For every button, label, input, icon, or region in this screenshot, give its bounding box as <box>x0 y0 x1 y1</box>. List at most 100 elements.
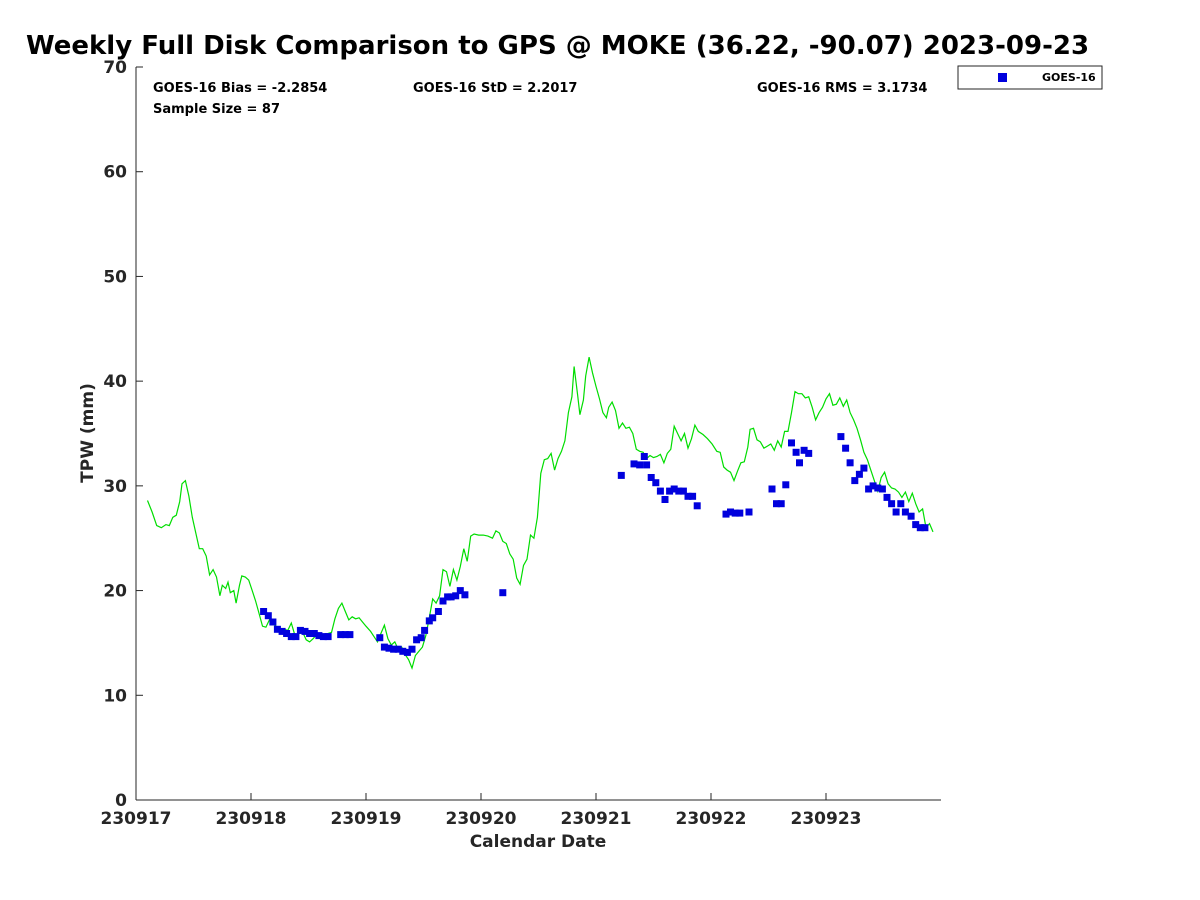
goes16-point <box>670 485 678 493</box>
y-tick-label: 10 <box>103 686 127 706</box>
goes16-point <box>429 614 437 622</box>
goes16-point <box>461 591 469 599</box>
y-tick-label: 50 <box>103 267 127 287</box>
goes16-point <box>805 449 813 457</box>
goes16-point <box>617 471 625 479</box>
legend: GOES-16 <box>957 65 1103 90</box>
goes16-point <box>636 461 644 469</box>
goes16-point <box>315 632 323 640</box>
goes16-point <box>269 618 277 626</box>
x-ticks: 230917 230918 230919 230920 230921 230922 2309… <box>101 793 862 829</box>
y-tick-label: 20 <box>103 582 127 602</box>
y-tick-label: 60 <box>103 163 127 183</box>
goes16-point <box>782 481 790 489</box>
goes16-point <box>693 502 701 510</box>
goes16-point <box>777 500 785 508</box>
goes16-point <box>916 524 924 532</box>
goes16-point <box>296 626 304 634</box>
goes16-point <box>287 633 295 641</box>
goes16-point <box>319 633 327 641</box>
goes16-point <box>773 500 780 508</box>
x-tick-label: 230918 <box>216 809 287 829</box>
goes16-point <box>310 630 318 637</box>
goes16-point <box>283 630 291 637</box>
goes16-point <box>722 510 730 518</box>
goes16-point <box>921 524 929 532</box>
goes16-point <box>630 460 638 468</box>
goes16-point <box>666 487 674 495</box>
goes16-point <box>851 477 859 485</box>
y-tick-label: 40 <box>103 372 127 392</box>
goes16-point <box>788 439 795 447</box>
goes16-point <box>874 484 882 492</box>
goes16-point <box>684 492 692 500</box>
y-ticks: 0 10 20 30 40 50 60 70 <box>103 58 143 811</box>
y-tick-label: 0 <box>115 791 127 811</box>
std-stat: GOES-16 StD = 2.2017 <box>413 81 577 96</box>
goes16-point <box>264 612 272 620</box>
goes16-point <box>860 464 868 472</box>
goes16-point <box>897 500 905 508</box>
goes16-point <box>273 625 281 633</box>
rms-stat: GOES-16 RMS = 3.1734 <box>757 81 927 96</box>
goes16-point <box>346 631 354 639</box>
goes16-point <box>394 645 402 653</box>
goes16-point <box>452 592 460 600</box>
goes16-point <box>380 643 388 651</box>
goes16-point <box>390 645 398 653</box>
goes16-point <box>376 634 384 642</box>
goes16-point <box>846 459 854 467</box>
goes16-point <box>434 608 442 615</box>
goes16-point <box>878 485 886 493</box>
x-tick-label: 230923 <box>791 809 862 829</box>
sample-size-stat: Sample Size = 87 <box>153 102 280 117</box>
goes16-point <box>892 508 900 516</box>
goes16-point <box>792 448 800 456</box>
goes16-point <box>731 509 739 517</box>
goes16-point <box>689 492 697 500</box>
legend-box <box>957 65 1103 90</box>
goes16-point <box>656 487 664 495</box>
goes16-point <box>768 485 776 493</box>
goes16-point <box>888 500 896 508</box>
goes16-point <box>800 446 808 454</box>
x-axis-label: Calendar Date <box>470 832 607 852</box>
goes16-point <box>278 627 286 635</box>
legend-marker-goes16 <box>998 73 1007 82</box>
goes16-point <box>499 589 507 597</box>
goes16-marker-layer <box>260 433 929 656</box>
goes16-point <box>736 509 744 517</box>
goes16-point <box>796 459 803 467</box>
x-tick-label: 230921 <box>561 809 632 829</box>
y-axis-label: TPW (mm) <box>78 383 98 483</box>
goes16-point <box>413 636 421 644</box>
goes16-point <box>901 508 909 516</box>
x-tick-label: 230917 <box>101 809 172 829</box>
goes16-point <box>907 512 915 520</box>
goes16-point <box>727 508 734 516</box>
goes16-point <box>869 482 877 490</box>
goes16-point <box>661 496 669 503</box>
goes16-point <box>306 630 314 637</box>
goes16-point <box>337 631 345 639</box>
legend-label-goes16: GOES-16 <box>1042 71 1096 84</box>
goes16-point <box>837 433 845 441</box>
goes16-point <box>842 444 850 452</box>
goes16-point <box>679 487 687 495</box>
bias-stat: GOES-16 Bias = -2.2854 <box>153 81 327 96</box>
chart-title: Weekly Full Disk Comparison to GPS @ MOK… <box>26 31 1089 61</box>
goes16-point <box>883 493 891 501</box>
goes16-point <box>745 508 753 516</box>
goes16-point <box>260 608 268 615</box>
goes16-point <box>421 626 429 634</box>
goes16-point <box>675 487 683 495</box>
goes16-point <box>292 633 300 641</box>
goes16-point <box>640 453 648 460</box>
x-tick-label: 230920 <box>446 809 517 829</box>
goes16-point <box>855 470 863 478</box>
x-tick-label: 230919 <box>331 809 402 829</box>
goes16-point <box>647 474 655 481</box>
goes16-point <box>865 485 873 493</box>
goes16-point <box>341 631 349 639</box>
